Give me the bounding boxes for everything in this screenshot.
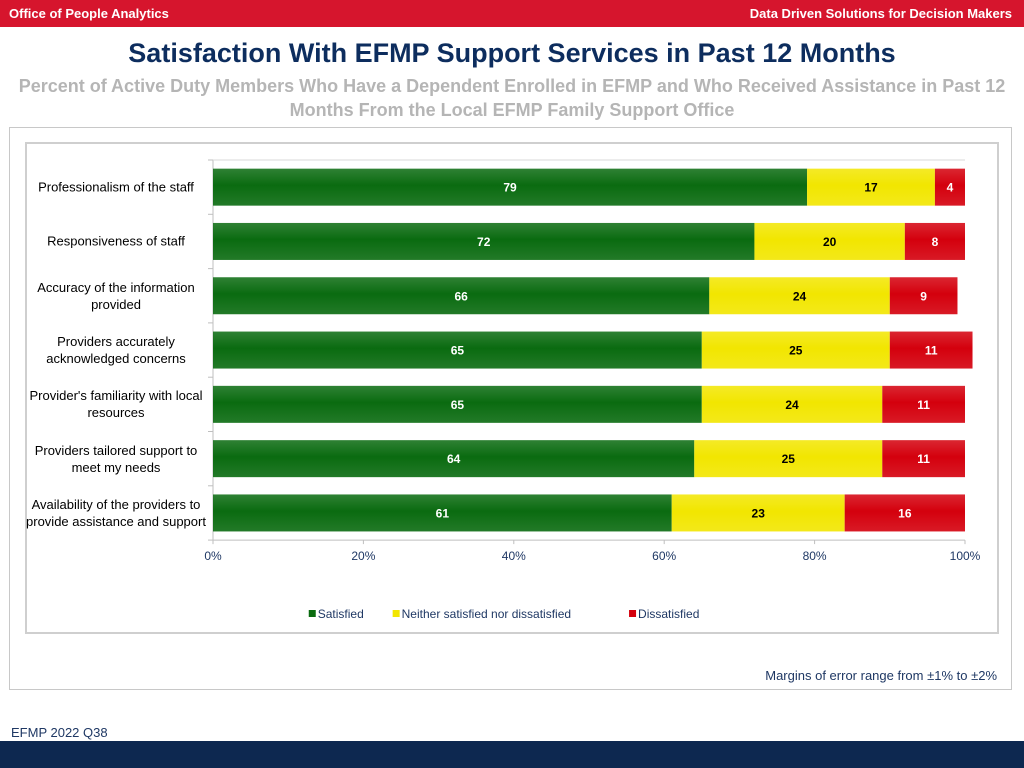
bar-neither-satisfied-nor-dissatisfied (701, 385, 883, 423)
bar-satisfied (213, 277, 710, 315)
x-tick-label: 80% (803, 549, 827, 563)
bar-value-label: 11 (925, 344, 938, 358)
x-tick-label: 40% (502, 549, 526, 563)
bar-value-label: 16 (898, 506, 912, 520)
legend-label: Dissatisfied (638, 607, 699, 621)
category-label: Accuracy of the information provided (37, 279, 195, 312)
stacked-bar-chart: 0% 20% 40% 60% 80% 100% 79 17 4 72 20 8 66 24 9 65 25 11 6… (204, 159, 981, 621)
bar-satisfied (213, 385, 702, 423)
bar-value-label: 11 (917, 398, 930, 412)
x-tick-label: 0% (204, 549, 222, 563)
survey-question-code: EFMP 2022 Q38 (11, 725, 108, 740)
bar-neither-satisfied-nor-dissatisfied (671, 494, 845, 532)
bar-satisfied (213, 440, 695, 478)
legend-swatch (629, 610, 637, 617)
bar-value-label: 65 (451, 398, 465, 412)
bar-dissatisfied (889, 331, 973, 369)
margin-of-error-note: Margins of error range from ±1% to ±2% (765, 668, 997, 683)
page-subtitle: Percent of Active Duty Members Who Have … (18, 76, 1006, 120)
legend-swatch (308, 610, 316, 617)
bar-value-label: 8 (932, 235, 939, 249)
bar-value-label: 23 (752, 506, 766, 520)
bar-neither-satisfied-nor-dissatisfied (807, 168, 935, 206)
bar-dissatisfied (882, 385, 965, 423)
bar-satisfied (213, 331, 702, 369)
category-label: Responsiveness of staff (47, 233, 185, 249)
bar-satisfied (213, 222, 755, 260)
header-bar: Office of People Analytics Data Driven S… (0, 0, 1024, 27)
legend-label: Satisfied (318, 607, 364, 621)
x-tick-label: 60% (652, 549, 676, 563)
bar-dissatisfied (844, 494, 965, 532)
bar-value-label: 20 (823, 235, 837, 249)
chart-frame (25, 142, 999, 634)
org-name: Office of People Analytics (9, 6, 169, 21)
bar-value-label: 65 (451, 344, 465, 358)
legend-swatch (392, 610, 400, 617)
category-label: Availability of the providers to provide… (26, 496, 206, 529)
bar-dissatisfied (889, 277, 958, 315)
bar-value-label: 9 (920, 289, 927, 303)
category-label: Providers accurately acknowledged concer… (46, 334, 186, 367)
bar-value-label: 64 (447, 452, 461, 466)
bar-value-label: 72 (477, 235, 491, 249)
bar-value-label: 17 (864, 181, 878, 195)
bar-value-label: 25 (789, 344, 803, 358)
x-tick-label: 20% (351, 549, 375, 563)
tagline: Data Driven Solutions for Decision Maker… (749, 6, 1012, 21)
bar-value-label: 24 (785, 398, 799, 412)
bar-neither-satisfied-nor-dissatisfied (709, 277, 890, 315)
bar-value-label: 61 (436, 506, 450, 520)
bar-dissatisfied (904, 222, 965, 260)
bar-satisfied (213, 494, 672, 532)
bar-neither-satisfied-nor-dissatisfied (701, 331, 890, 369)
category-label: Providers tailored support to meet my ne… (34, 442, 198, 475)
category-label: Provider's familiarity with local resour… (29, 388, 203, 421)
bar-value-label: 79 (503, 181, 517, 195)
legend-label: Neither satisfied nor dissatisfied (402, 607, 571, 621)
content-frame (9, 127, 1012, 690)
category-label: Professionalism of the staff (38, 179, 194, 195)
bar-neither-satisfied-nor-dissatisfied (754, 222, 905, 260)
bar-dissatisfied (934, 168, 965, 206)
bar-neither-satisfied-nor-dissatisfied (694, 440, 883, 478)
bar-value-label: 66 (454, 289, 468, 303)
bar-value-label: 4 (947, 181, 954, 195)
bar-value-label: 25 (782, 452, 796, 466)
bar-satisfied (213, 168, 808, 206)
page-title: Satisfaction With EFMP Support Services … (128, 38, 896, 68)
bar-value-label: 24 (793, 289, 807, 303)
x-tick-label: 100% (950, 549, 981, 563)
footer-bar (0, 741, 1024, 768)
bar-dissatisfied (882, 440, 965, 478)
bar-value-label: 11 (917, 452, 930, 466)
